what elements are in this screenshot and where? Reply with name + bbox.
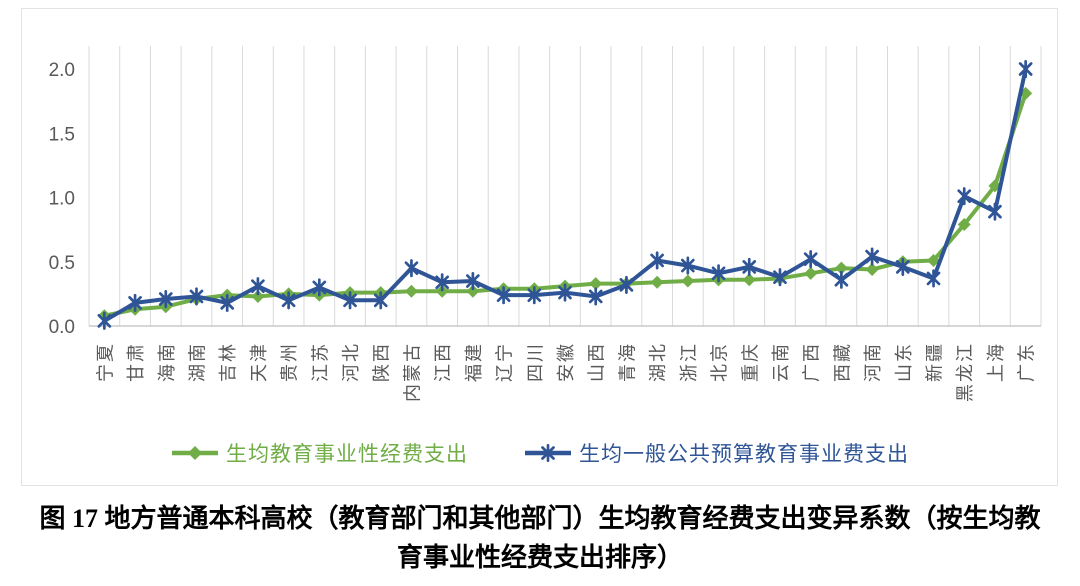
x-category-label: 河南 bbox=[863, 342, 883, 382]
marker-diamond bbox=[957, 217, 971, 231]
x-category-label: 陕西 bbox=[372, 342, 392, 382]
marker-asterisk bbox=[680, 256, 695, 275]
x-category-label: 青海 bbox=[617, 342, 637, 382]
x-category-label: 江苏 bbox=[310, 342, 330, 382]
marker-asterisk bbox=[435, 273, 450, 292]
marker-asterisk bbox=[865, 247, 879, 266]
x-category-label: 安徽 bbox=[556, 342, 576, 382]
legend-swatch-diamond-line bbox=[172, 446, 218, 460]
y-tick-label: 1.5 bbox=[49, 124, 75, 145]
marker-asterisk bbox=[742, 257, 757, 276]
marker-asterisk bbox=[128, 293, 142, 312]
x-category-label: 内蒙古 bbox=[402, 342, 422, 402]
x-axis-category-labels: 宁夏 甘肃 海南 湖南 吉林 天津 贵州 江苏 河北 陕西 内蒙古 江西 福建 辽宁 四川 安徽 山西 青海 湖北浙… bbox=[95, 342, 1036, 402]
marker-asterisk bbox=[588, 287, 603, 306]
marker-asterisk bbox=[312, 278, 327, 297]
marker-asterisk bbox=[773, 268, 787, 287]
marker-asterisk bbox=[803, 250, 818, 269]
figure-caption: 图 17 地方普通本科高校（教育部门和其他部门）生均教育经费支出变异系数（按生均… bbox=[0, 499, 1080, 577]
marker-asterisk bbox=[251, 277, 265, 296]
y-axis-tick-labels: 0.0 0.5 1.0 1.5 2.0 bbox=[49, 60, 75, 338]
legend-label-public-budget-expenditure: 生均一般公共预算教育事业费支出 bbox=[579, 443, 909, 466]
x-category-label: 宁夏 bbox=[95, 342, 115, 382]
x-category-label: 北京 bbox=[710, 342, 730, 382]
x-category-label: 海南 bbox=[157, 342, 177, 382]
marker-asterisk bbox=[834, 270, 849, 289]
x-category-label: 广西 bbox=[802, 342, 822, 382]
x-category-label: 广东 bbox=[1017, 342, 1037, 382]
marker-asterisk bbox=[541, 444, 555, 462]
x-category-label: 贵州 bbox=[280, 342, 300, 382]
x-category-label: 云南 bbox=[771, 342, 791, 382]
x-category-label: 江西 bbox=[433, 342, 453, 382]
x-category-label: 四川 bbox=[525, 342, 545, 382]
marker-asterisk bbox=[895, 257, 910, 276]
x-category-label: 重庆 bbox=[740, 342, 760, 382]
legend-swatch-group bbox=[172, 446, 218, 460]
marker-asterisk bbox=[957, 187, 972, 206]
y-tick-label: 0.5 bbox=[49, 253, 75, 274]
x-category-label: 湖北 bbox=[648, 342, 668, 382]
marker-diamond bbox=[404, 284, 418, 298]
x-category-label: 河北 bbox=[341, 342, 361, 382]
line-chart-plot: 0.0 0.5 1.0 1.5 2.0 宁夏 甘肃 海南 湖南 吉林 天津 贵州 江苏 河北 陕西 内蒙古 江西… bbox=[49, 46, 1042, 402]
marker-asterisk bbox=[373, 291, 388, 310]
marker-diamond bbox=[865, 262, 879, 276]
x-category-label: 上海 bbox=[986, 342, 1006, 382]
chart-frame: 0.0 0.5 1.0 1.5 2.0 宁夏 甘肃 海南 湖南 吉林 天津 贵州 江苏 河北 陕西 内蒙古 江西… bbox=[21, 8, 1058, 486]
marker-asterisk bbox=[404, 259, 419, 278]
marker-asterisk bbox=[527, 286, 542, 305]
marker-diamond bbox=[589, 277, 603, 291]
marker-diamond bbox=[251, 289, 265, 303]
x-category-label: 吉林 bbox=[218, 342, 238, 382]
x-category-label: 福建 bbox=[464, 342, 484, 382]
marker-asterisk bbox=[189, 287, 204, 306]
marker-diamond bbox=[804, 266, 818, 280]
x-category-label: 西藏 bbox=[832, 342, 852, 382]
marker-diamond bbox=[742, 273, 756, 287]
legend-label-operating-expenditure: 生均教育事业性经费支出 bbox=[226, 443, 468, 466]
y-tick-label: 1.0 bbox=[49, 189, 75, 210]
marker-asterisk bbox=[281, 291, 296, 310]
marker-diamond bbox=[834, 261, 848, 275]
x-category-label: 湖南 bbox=[187, 342, 207, 382]
marker-asterisk bbox=[711, 264, 726, 283]
x-category-label: 黑龙江 bbox=[955, 342, 975, 402]
series-public-budget-expenditure bbox=[97, 59, 1033, 330]
x-category-label: 新疆 bbox=[925, 342, 945, 382]
marker-diamond bbox=[927, 253, 941, 267]
marker-asterisk bbox=[619, 275, 634, 294]
legend-swatch-group bbox=[525, 444, 571, 462]
marker-diamond bbox=[466, 284, 480, 298]
x-category-label: 辽宁 bbox=[495, 342, 515, 382]
marker-asterisk bbox=[926, 269, 941, 288]
marker-asterisk bbox=[988, 202, 1002, 221]
marker-asterisk bbox=[558, 283, 572, 302]
x-category-label: 甘肃 bbox=[126, 342, 146, 382]
marker-asterisk bbox=[466, 271, 480, 291]
marker-diamond bbox=[188, 446, 202, 460]
x-category-label: 浙江 bbox=[679, 342, 699, 382]
marker-diamond bbox=[650, 275, 664, 289]
marker-asterisk bbox=[343, 291, 357, 310]
marker-diamond bbox=[681, 274, 695, 288]
y-tick-label: 0.0 bbox=[49, 317, 75, 338]
legend-item-operating-expenditure: 生均教育事业性经费支出 bbox=[171, 438, 468, 468]
x-category-label: 山西 bbox=[587, 342, 607, 382]
caption-line-1: 图 17 地方普通本科高校（教育部门和其他部门）生均教育经费支出变异系数（按生均… bbox=[39, 504, 1041, 533]
chart-legend: 生均教育事业性经费支出 生均一般公共预算教育事业费支出 bbox=[0, 438, 1080, 468]
caption-line-2: 育事业性经费支出排序） bbox=[396, 543, 683, 572]
x-category-label: 山东 bbox=[894, 342, 914, 382]
marker-asterisk bbox=[220, 293, 235, 312]
y-tick-label: 2.0 bbox=[49, 60, 75, 81]
marker-asterisk bbox=[496, 286, 511, 305]
marker-asterisk bbox=[1018, 59, 1033, 79]
legend-swatch-asterisk-line bbox=[525, 444, 571, 462]
x-category-label: 天津 bbox=[249, 342, 269, 382]
marker-asterisk bbox=[97, 311, 112, 330]
legend-item-public-budget-expenditure: 生均一般公共预算教育事业费支出 bbox=[524, 438, 909, 468]
marker-asterisk bbox=[158, 289, 173, 309]
marker-asterisk bbox=[650, 251, 664, 270]
